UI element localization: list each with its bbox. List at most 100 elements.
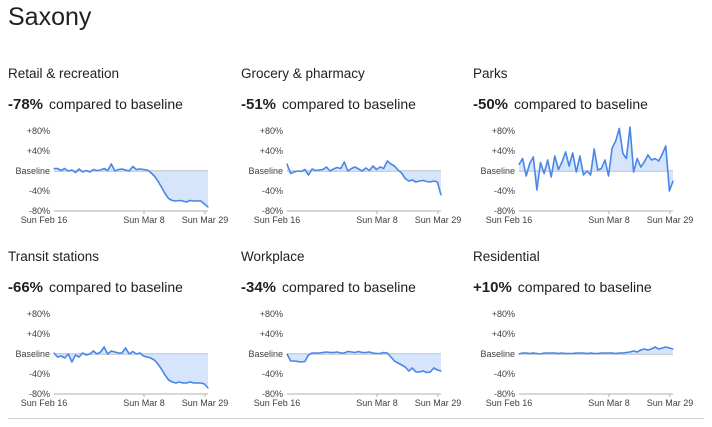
- series-area: [519, 347, 673, 354]
- data-point: [107, 169, 109, 172]
- data-point: [590, 352, 592, 354]
- compared-label: compared to baseline: [282, 279, 416, 295]
- data-point: [64, 167, 66, 170]
- chart-retail-recreation: +80% +40% Baseline -40% -80%Sun Feb 16 Sun Ma…: [15, 126, 229, 225]
- panel-stat: -51% compared to baseline: [241, 96, 416, 113]
- data-point: [372, 352, 374, 354]
- data-point: [171, 381, 173, 383]
- data-point: [597, 352, 599, 355]
- data-point: [415, 181, 417, 183]
- data-point: [579, 155, 581, 157]
- data-point: [333, 168, 335, 170]
- data-point: [189, 199, 191, 202]
- data-point: [57, 356, 59, 358]
- data-point: [408, 370, 410, 372]
- data-point: [436, 369, 438, 371]
- data-point: [132, 165, 134, 168]
- data-point: [579, 352, 581, 354]
- y-tick-label: -80%: [494, 206, 515, 216]
- data-point: [379, 352, 381, 355]
- data-point: [350, 167, 353, 170]
- data-point: [368, 351, 370, 353]
- y-tick-label: Baseline: [15, 166, 50, 176]
- data-point: [318, 352, 320, 354]
- data-point: [586, 352, 588, 355]
- y-tick-label: +40%: [492, 329, 515, 339]
- panel-residential: Residential +10% compared to baseline +80…: [473, 249, 705, 419]
- panel-stat: -78% compared to baseline: [8, 96, 183, 113]
- change-percent: -50%: [473, 96, 509, 113]
- data-point: [150, 171, 152, 174]
- chart-parks: +80% +40% Baseline -40% -80%Sun Feb 16 Sun Ma…: [480, 126, 693, 225]
- data-point: [135, 353, 137, 355]
- data-point: [354, 166, 356, 168]
- series-area: [54, 347, 208, 388]
- data-point: [550, 352, 552, 354]
- data-point: [325, 351, 327, 353]
- data-point: [554, 155, 556, 157]
- data-point: [636, 351, 638, 353]
- data-point: [107, 353, 109, 355]
- data-point: [193, 200, 195, 202]
- data-point: [297, 360, 299, 363]
- data-point: [543, 352, 545, 354]
- data-point: [600, 352, 602, 354]
- data-point: [153, 359, 155, 361]
- y-tick-label: +40%: [260, 146, 283, 156]
- data-point: [640, 349, 642, 351]
- data-point: [164, 192, 166, 195]
- data-point: [393, 360, 395, 362]
- y-tick-label: +80%: [260, 309, 283, 319]
- chart-transit-stations: +80% +40% Baseline -40% -80%Sun Feb 16 Sun Ma…: [15, 309, 228, 408]
- compared-label: compared to baseline: [282, 96, 416, 112]
- data-point: [286, 163, 288, 165]
- y-tick-label: +80%: [27, 309, 50, 319]
- data-point: [297, 170, 299, 172]
- data-point: [543, 172, 545, 175]
- data-point: [290, 172, 292, 175]
- data-point: [629, 351, 631, 353]
- data-point: [142, 355, 145, 357]
- data-point: [53, 352, 55, 354]
- data-point: [361, 170, 363, 172]
- data-point: [532, 352, 534, 354]
- data-point: [128, 353, 130, 355]
- data-point: [647, 349, 649, 351]
- panel-title: Workplace: [241, 249, 305, 264]
- data-point: [189, 381, 191, 383]
- data-point: [293, 171, 295, 173]
- series-area: [287, 161, 441, 195]
- data-point: [347, 350, 349, 353]
- panel-title: Residential: [473, 249, 540, 264]
- data-point: [125, 347, 127, 349]
- data-point: [96, 169, 98, 172]
- x-tick-label: Sun Mar 8: [356, 215, 398, 225]
- series-line: [54, 163, 209, 208]
- data-point: [411, 179, 413, 181]
- x-tick-label: Sun Mar 29: [182, 215, 229, 225]
- data-point: [203, 203, 205, 205]
- panel-title: Retail & recreation: [8, 66, 120, 81]
- compared-label: compared to baseline: [49, 279, 183, 295]
- data-point: [354, 351, 356, 354]
- x-tick-label: Sun Mar 8: [123, 398, 165, 408]
- data-point: [568, 352, 570, 355]
- data-point: [582, 352, 585, 354]
- data-point: [196, 200, 198, 202]
- x-tick-label: Sun Feb 16: [254, 215, 301, 225]
- data-point: [185, 382, 188, 384]
- data-point: [329, 351, 331, 354]
- data-point: [383, 351, 385, 354]
- y-tick-label: +40%: [260, 329, 283, 339]
- data-point: [74, 354, 77, 356]
- data-point: [554, 352, 556, 354]
- y-tick-label: +40%: [27, 329, 50, 339]
- data-point: [311, 168, 313, 170]
- panel-stat: -34% compared to baseline: [241, 279, 416, 296]
- data-point: [547, 352, 549, 354]
- x-tick-label: Sun Mar 8: [588, 215, 630, 225]
- data-point: [658, 348, 660, 350]
- data-point: [171, 199, 173, 202]
- data-point: [575, 171, 577, 173]
- data-point: [160, 368, 162, 370]
